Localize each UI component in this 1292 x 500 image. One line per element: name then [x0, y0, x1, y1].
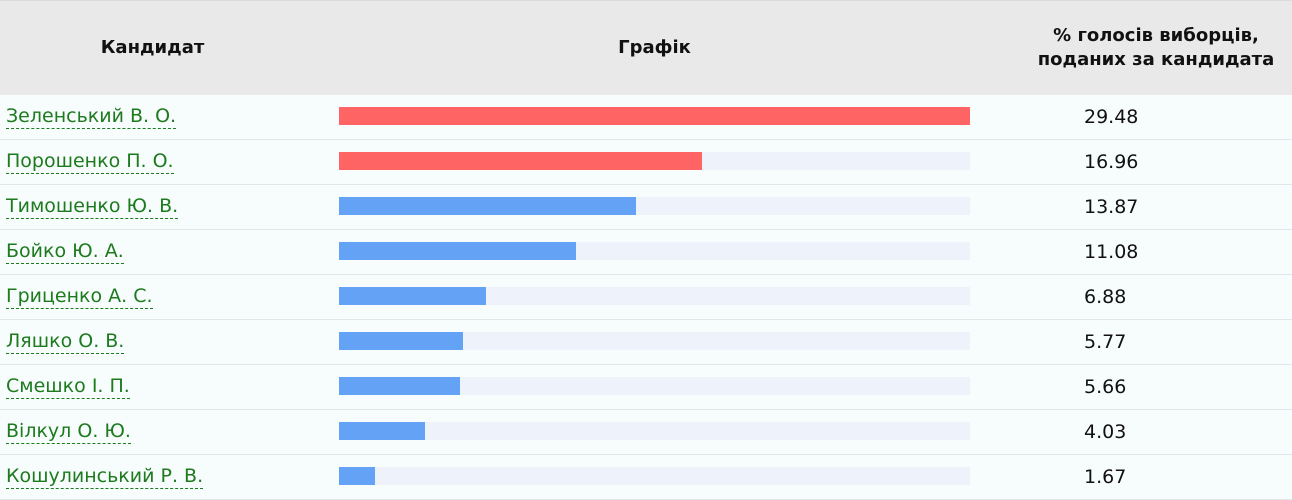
bar-track: [339, 197, 970, 215]
bar: [339, 152, 702, 170]
table-row: Гриценко А. С. 6.88: [0, 275, 1292, 320]
candidate-link[interactable]: Порошенко П. О.: [6, 150, 174, 174]
table-body: Зеленський В. О. 29.48 Порошенко П. О. 16.9…: [0, 95, 1292, 500]
table-row: Порошенко П. О. 16.96: [0, 140, 1292, 185]
bar: [339, 242, 576, 260]
bar-track: [339, 332, 970, 350]
bar: [339, 197, 636, 215]
bar: [339, 467, 375, 485]
candidate-link[interactable]: Тимошенко Ю. В.: [6, 195, 179, 219]
table-row: Ляшко О. В. 5.77: [0, 320, 1292, 365]
percent-value: 4.03: [1084, 421, 1127, 443]
percent-value: 11.08: [1084, 241, 1139, 263]
table-row: Кошулинський Р. В. 1.67: [0, 455, 1292, 500]
bar: [339, 422, 425, 440]
candidate-link[interactable]: Гриценко А. С.: [6, 285, 153, 309]
percent-value: 5.66: [1084, 376, 1127, 398]
bar-track: [339, 422, 970, 440]
bar-track: [339, 242, 970, 260]
header-candidate: Кандидат: [100, 37, 205, 58]
bar: [339, 332, 463, 350]
table-row: Смешко І. П. 5.66: [0, 365, 1292, 410]
bar-track: [339, 467, 970, 485]
table-row: Бойко Ю. А. 11.08: [0, 230, 1292, 275]
table-row: Тимошенко Ю. В. 13.87: [0, 185, 1292, 230]
table-row: Вілкул О. Ю. 4.03: [0, 410, 1292, 455]
percent-value: 6.88: [1084, 286, 1127, 308]
bar-track: [339, 107, 970, 125]
candidate-link[interactable]: Бойко Ю. А.: [6, 240, 124, 264]
bar-track: [339, 287, 970, 305]
percent-value: 16.96: [1084, 151, 1139, 173]
header-chart: Графік: [618, 37, 691, 58]
percent-value: 13.87: [1084, 196, 1139, 218]
bar-track: [339, 377, 970, 395]
header-percent: % голосів виборців, поданих за кандидата: [1020, 1, 1292, 95]
percent-value: 5.77: [1084, 331, 1127, 353]
candidate-link[interactable]: Смешко І. П.: [6, 375, 130, 399]
candidate-link[interactable]: Вілкул О. Ю.: [6, 420, 131, 444]
bar: [339, 287, 486, 305]
bar: [339, 377, 460, 395]
candidate-link[interactable]: Кошулинський Р. В.: [6, 465, 204, 489]
table-header: Кандидат Графік % голосів виборців, пода…: [0, 0, 1292, 95]
candidate-link[interactable]: Зеленський В. О.: [6, 105, 177, 129]
bar: [339, 107, 970, 125]
bar-track: [339, 152, 970, 170]
table-row: Зеленський В. О. 29.48: [0, 95, 1292, 140]
header-percent-line1: % голосів виборців,: [1053, 25, 1259, 46]
header-percent-line2: поданих за кандидата: [1037, 49, 1275, 70]
candidate-link[interactable]: Ляшко О. В.: [6, 330, 125, 354]
percent-value: 29.48: [1084, 106, 1139, 128]
percent-value: 1.67: [1084, 466, 1127, 488]
